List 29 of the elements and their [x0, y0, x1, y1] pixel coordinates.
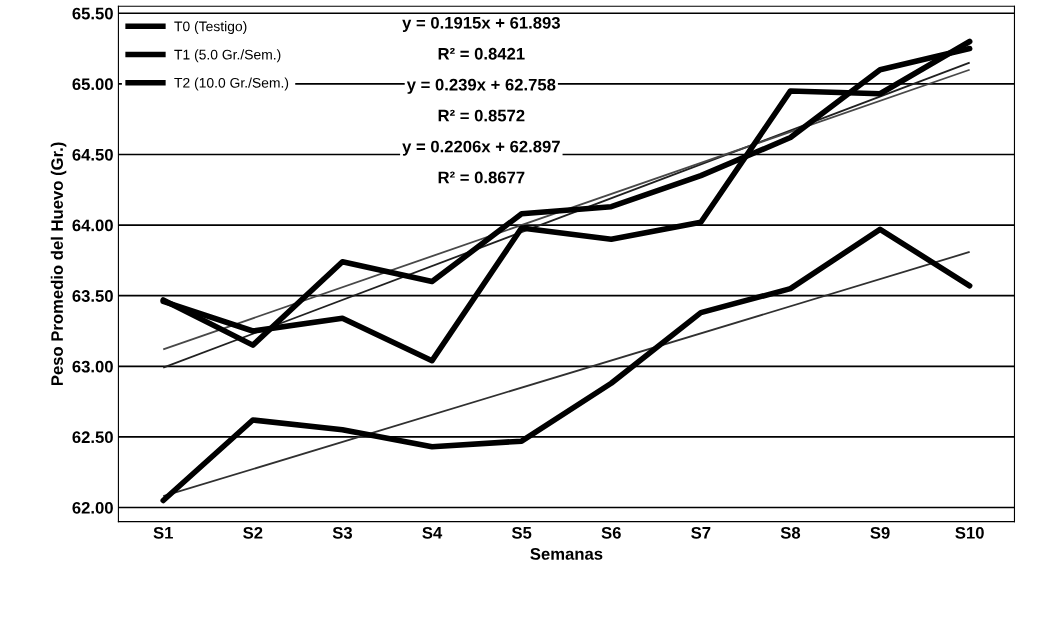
x-tick-label: S6 — [601, 526, 621, 539]
y-tick-label: 63.50 — [72, 290, 113, 302]
x-tick-label: S5 — [511, 526, 532, 539]
legend-label: T0 (Testigo) — [174, 21, 247, 35]
x-tick-label: S7 — [691, 526, 711, 539]
annotation: y = 0.239x + 62.758 — [406, 78, 556, 94]
legend-label: T1 (5.0 Gr./Sem.) — [174, 49, 281, 63]
annotation: y = 0.2206x + 62.897 — [402, 140, 560, 156]
y-tick-label: 65.50 — [72, 7, 113, 20]
y-tick-label: 63.00 — [72, 360, 113, 373]
x-tick-label: S10 — [955, 526, 984, 539]
y-tick-label: 65.00 — [72, 78, 113, 91]
y-tick-label: 64.00 — [72, 219, 113, 232]
x-tick-label: S3 — [332, 526, 353, 539]
y-tick-label: 64.50 — [72, 148, 113, 161]
x-tick-label: S2 — [243, 526, 263, 539]
legend-label: T2 (10.0 Gr./Sem.) — [174, 77, 289, 91]
x-tick-label: S4 — [422, 526, 443, 539]
annotation: y = 0.1915x + 61.893 — [402, 16, 560, 33]
annotation: R² = 0.8677 — [438, 171, 525, 184]
y-tick-label: 62.50 — [72, 431, 113, 444]
y-tick-label: 62.00 — [72, 501, 113, 514]
annotation: R² = 0.8421 — [438, 47, 525, 60]
annotation: R² = 0.8572 — [438, 109, 525, 122]
x-axis-title: Semanas — [530, 548, 603, 560]
y-axis-title: Peso Promedio del Huevo (Gr.) — [50, 142, 67, 386]
x-tick-label: S1 — [153, 526, 173, 539]
x-tick-label: S9 — [870, 526, 890, 539]
x-tick-label: S8 — [780, 526, 801, 539]
